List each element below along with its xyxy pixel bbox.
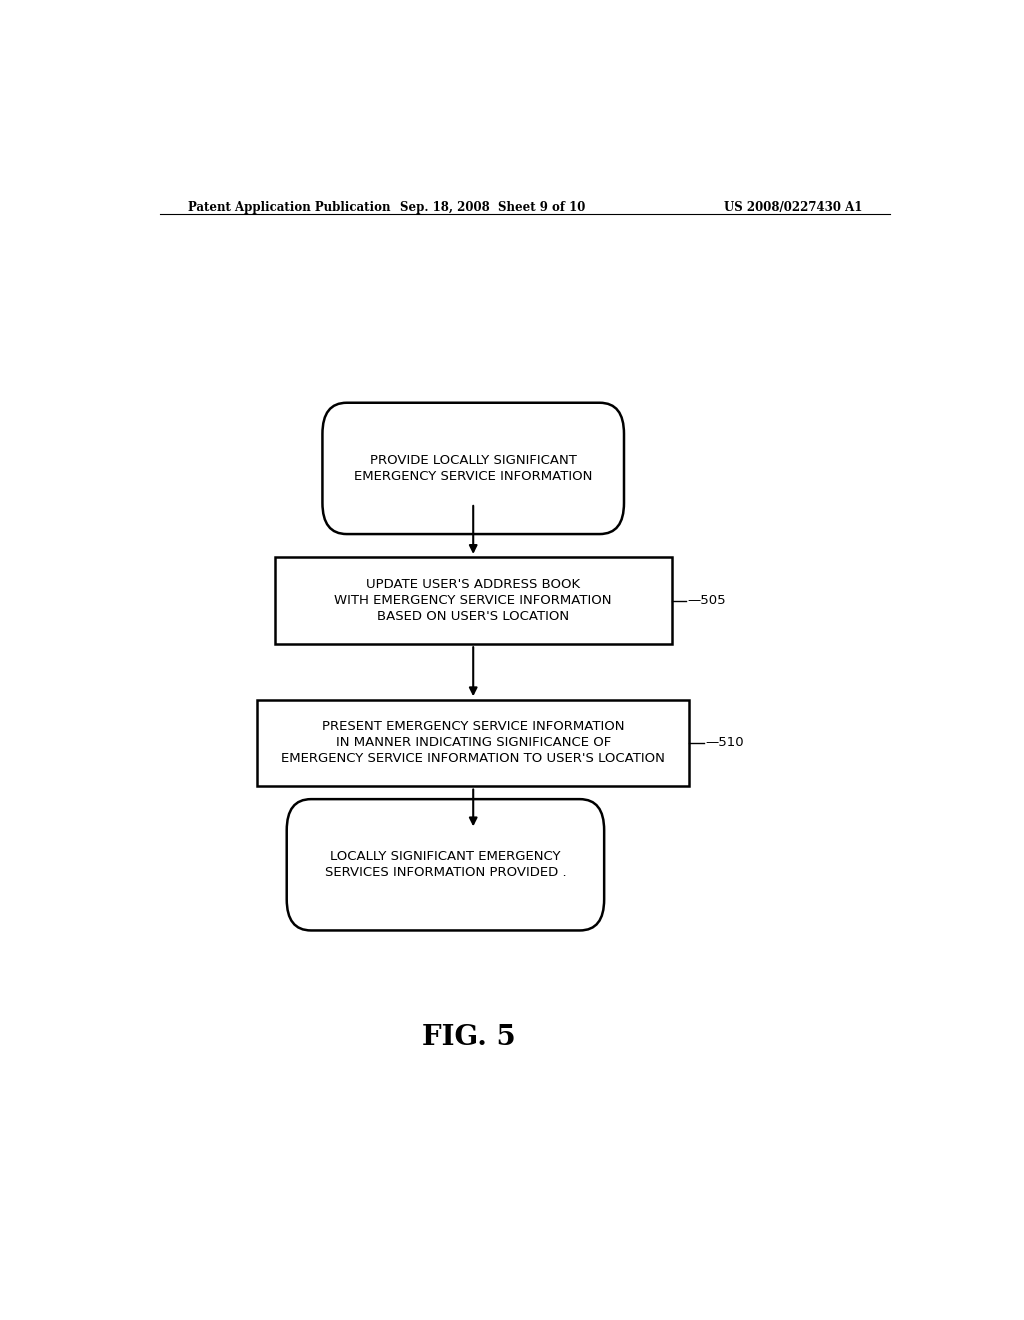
Bar: [257, 700, 689, 785]
Text: PROVIDE LOCALLY SIGNIFICANT
EMERGENCY SERVICE INFORMATION: PROVIDE LOCALLY SIGNIFICANT EMERGENCY SE…: [354, 454, 593, 483]
Text: US 2008/0227430 A1: US 2008/0227430 A1: [724, 201, 862, 214]
Text: Sep. 18, 2008  Sheet 9 of 10: Sep. 18, 2008 Sheet 9 of 10: [400, 201, 586, 214]
Text: LOCALLY SIGNIFICANT EMERGENCY
SERVICES INFORMATION PROVIDED .: LOCALLY SIGNIFICANT EMERGENCY SERVICES I…: [325, 850, 566, 879]
Text: FIG. 5: FIG. 5: [422, 1024, 516, 1051]
FancyBboxPatch shape: [287, 799, 604, 931]
Text: —510: —510: [706, 737, 744, 750]
Text: —505: —505: [687, 594, 726, 607]
Text: PRESENT EMERGENCY SERVICE INFORMATION
IN MANNER INDICATING SIGNIFICANCE OF
EMERG: PRESENT EMERGENCY SERVICE INFORMATION IN…: [282, 721, 666, 766]
Text: UPDATE USER'S ADDRESS BOOK
WITH EMERGENCY SERVICE INFORMATION
BASED ON USER'S LO: UPDATE USER'S ADDRESS BOOK WITH EMERGENC…: [335, 578, 612, 623]
Text: 500: 500: [585, 408, 610, 421]
FancyBboxPatch shape: [323, 403, 624, 535]
Text: Patent Application Publication: Patent Application Publication: [187, 201, 390, 214]
Bar: [274, 557, 672, 644]
